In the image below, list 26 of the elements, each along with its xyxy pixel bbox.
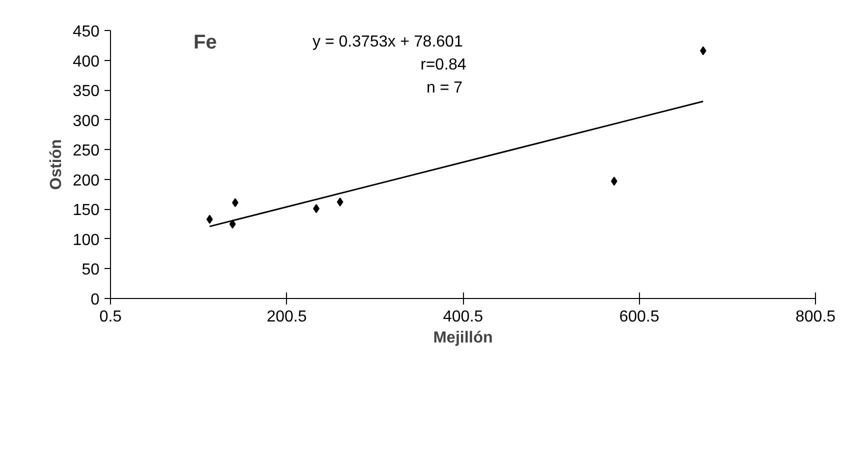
annotation: r=0.84 xyxy=(420,56,466,74)
y-tick-label: 350 xyxy=(72,83,100,100)
y-tick-label: 250 xyxy=(72,142,100,160)
y-tick-label: 50 xyxy=(82,262,100,279)
y-tick-label: 100 xyxy=(72,232,100,249)
x-tick-label: 0.5 xyxy=(99,308,122,326)
y-tick-label: 400 xyxy=(72,53,100,70)
y-axis-title: Ostión xyxy=(48,139,65,190)
chart-title: Fe xyxy=(194,32,217,54)
x-tick-label: 400.5 xyxy=(442,308,484,326)
point xyxy=(610,176,618,186)
y-tick-label: 450 xyxy=(72,24,100,40)
x-tick-label: 800.5 xyxy=(795,308,836,326)
point xyxy=(229,220,236,229)
annotation: n = 7 xyxy=(426,80,463,96)
x-axis-title: Mejillón xyxy=(433,330,493,346)
point xyxy=(700,46,706,56)
point xyxy=(206,214,213,224)
point xyxy=(336,198,344,207)
y-tick-label: 150 xyxy=(72,202,100,220)
y-tick-label: 200 xyxy=(72,172,100,190)
x-tick-label: 600.5 xyxy=(619,308,660,326)
y-tick-label: 300 xyxy=(72,112,100,130)
annotation: y = 0.3753x + 78.601 xyxy=(312,34,463,50)
y-tick-label: 0 xyxy=(90,292,100,308)
x-tick-label: 200.5 xyxy=(266,308,307,326)
